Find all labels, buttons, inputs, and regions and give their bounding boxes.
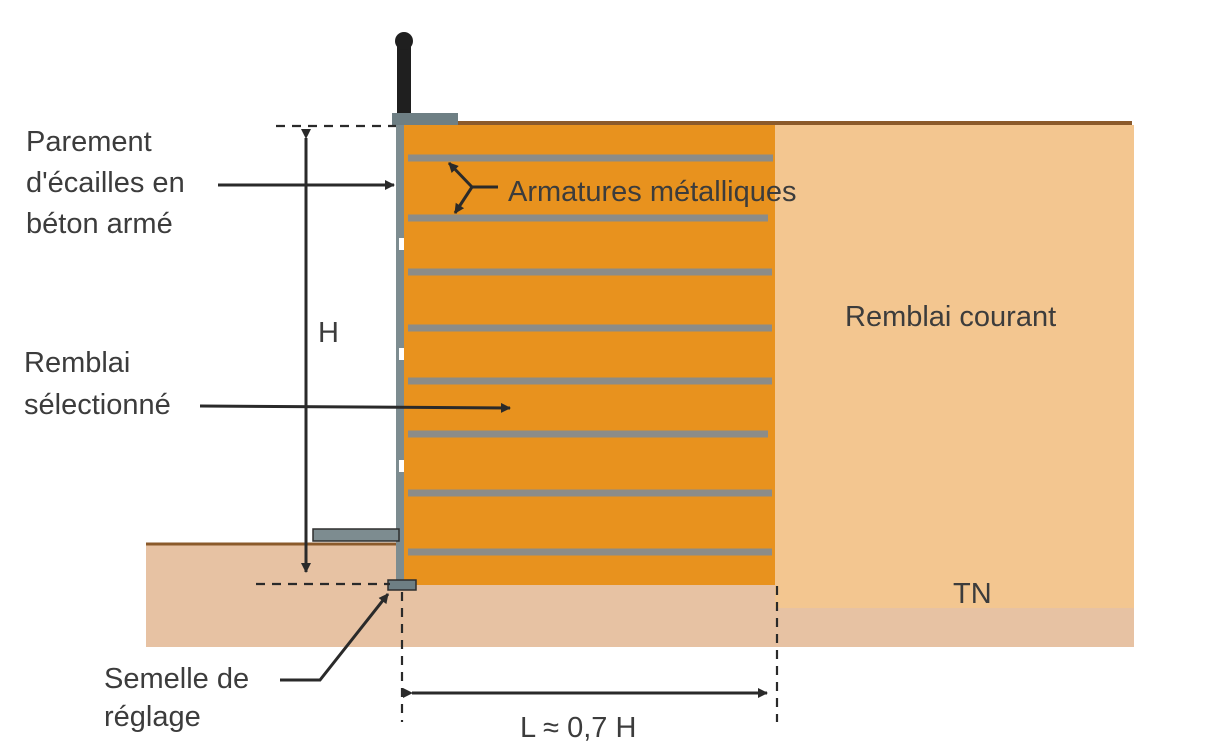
railing-post <box>397 45 411 113</box>
length-label: L ≈ 0,7 H <box>520 712 636 744</box>
natural-ground-label: TN <box>953 578 992 610</box>
reinforcements-pointer <box>447 161 498 214</box>
selected-backfill-arrow <box>199 402 511 413</box>
railing-post-cap <box>395 32 413 50</box>
selected-backfill-label: Remblai sélectionné <box>24 347 171 421</box>
common-backfill-zone <box>775 125 1134 608</box>
footing-label: Semelle de réglage <box>104 663 257 733</box>
reinforcements-label: Armatures métalliques <box>508 176 797 208</box>
length-dimension <box>400 586 779 722</box>
footing-arrow <box>280 593 390 682</box>
height-label: H <box>318 317 339 349</box>
coping-beam <box>392 113 458 125</box>
metallic-reinforcements <box>408 154 773 556</box>
selected-backfill-zone <box>403 125 775 585</box>
concrete-facing <box>396 124 404 586</box>
common-backfill-label: Remblai courant <box>845 301 1056 333</box>
height-dimension <box>256 124 396 586</box>
front-slab <box>312 528 400 542</box>
levelling-footing <box>387 579 417 591</box>
facing-label: Parement d'écailles en béton armé <box>26 126 193 240</box>
